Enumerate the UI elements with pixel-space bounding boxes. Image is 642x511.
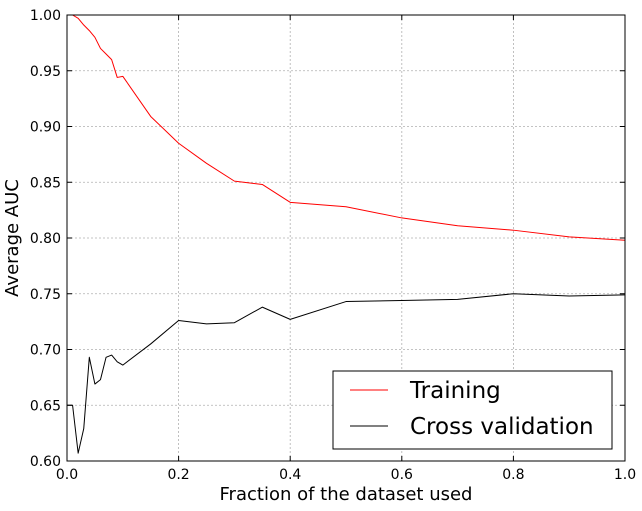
series-line-cross-validation [67, 293, 626, 454]
axis-ticks: 0.0 0.2 0.4 0.6 0.8 1.0 0.60 0.65 0.70 0.75 0.80 0.… [30, 8, 636, 483]
x-tick-label: 0.8 [502, 467, 524, 483]
y-tick-label: 0.95 [30, 64, 61, 80]
legend-label-cross-validation: Cross validation [410, 414, 594, 440]
y-tick-label: 1.00 [30, 8, 61, 24]
x-tick-label: 0.6 [391, 467, 413, 483]
y-tick-label: 0.75 [30, 287, 61, 303]
y-tick-label: 0.65 [30, 398, 61, 414]
legend: Training Cross validation [332, 370, 613, 450]
x-tick-label: 0.0 [56, 467, 78, 483]
y-tick-label: 0.70 [30, 343, 61, 359]
x-tick-label: 0.4 [279, 467, 301, 483]
y-tick-label: 0.60 [30, 454, 61, 470]
y-tick-label: 0.85 [30, 175, 61, 191]
legend-box [332, 370, 613, 450]
x-tick-label: 1.0 [614, 467, 636, 483]
series-lines [67, 14, 626, 454]
y-tick-label: 0.90 [30, 120, 61, 136]
x-axis-label: Fraction of the dataset used [220, 484, 473, 505]
y-tick-label: 0.80 [30, 231, 61, 247]
x-tick-label: 0.2 [167, 467, 189, 483]
y-axis-label: Average AUC [2, 179, 23, 297]
legend-label-training: Training [409, 378, 501, 404]
series-line-training [67, 14, 626, 241]
